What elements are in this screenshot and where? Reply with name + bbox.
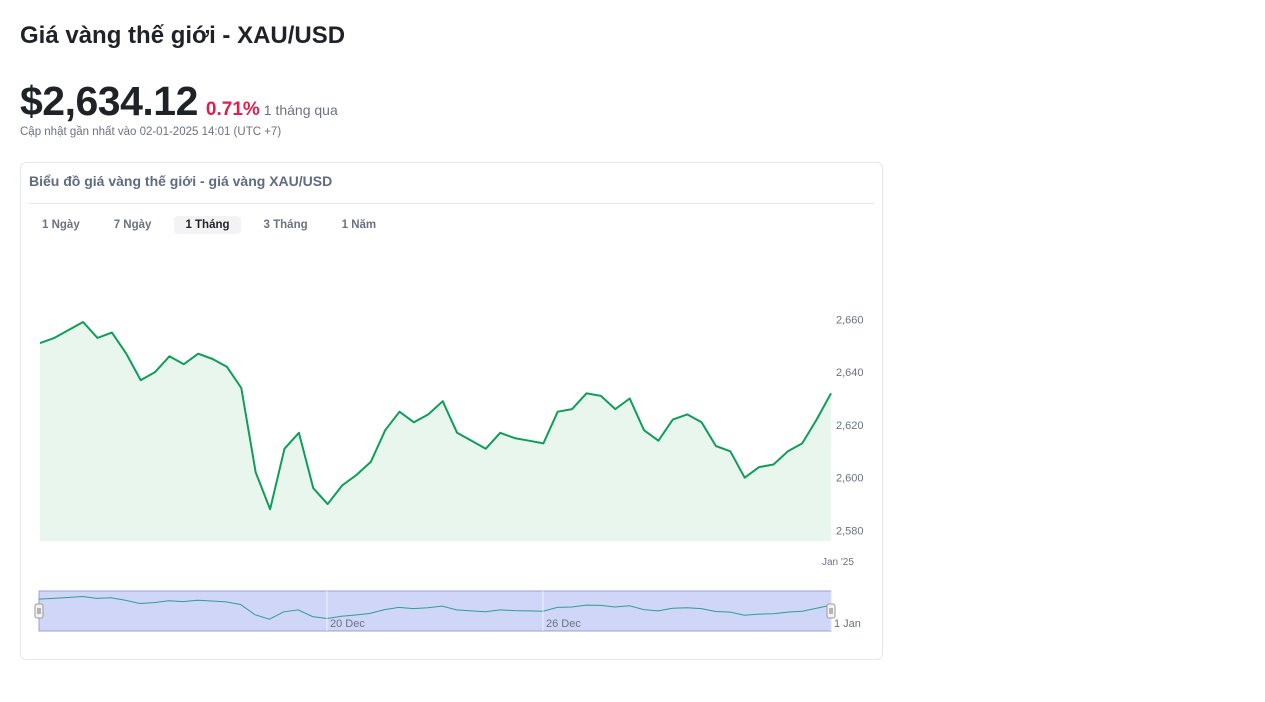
range-tabs: 1 Ngày 7 Ngày 1 Tháng 3 Tháng 1 Năm [31,216,399,234]
tab-3-months[interactable]: 3 Tháng [253,216,319,234]
y-tick-label: 2,600 [836,473,864,485]
navigator-left-handle[interactable] [34,603,44,619]
current-price: $2,634.12 [20,78,198,124]
navigator-right-handle[interactable] [826,603,836,619]
y-tick-label: 2,620 [836,420,864,432]
x-tick-label: Jan '25 [822,557,854,568]
y-tick-label: 2,580 [836,525,864,537]
tab-1-year[interactable]: 1 Năm [331,216,388,234]
series-area [40,322,831,541]
price-summary: $2,634.12 0.71% 1 tháng qua [20,78,338,125]
chart-card-title: Biểu đồ giá vàng thế giới - giá vàng XAU… [29,173,333,189]
navigator-line [38,595,832,620]
tab-7-days[interactable]: 7 Ngày [103,216,163,234]
tab-1-day[interactable]: 1 Ngày [31,216,91,234]
navigator-selection [38,590,832,632]
y-tick-label: 2,660 [836,314,864,326]
y-tick-label: 2,640 [836,367,864,379]
price-chart[interactable]: 2,580 2,600 2,620 2,640 2,660 Jan '25 20 Dec 26… [21,163,882,659]
divider [29,203,874,204]
navigator-label: 20 Dec [330,618,365,630]
tab-1-month[interactable]: 1 Tháng [174,216,241,234]
price-change-percent: 0.71% [205,99,260,120]
navigator-label: 26 Dec [546,618,581,630]
change-period: 1 tháng qua [263,102,338,118]
navigator-label: 1 Jan [834,618,861,630]
chart-card: Biểu đồ giá vàng thế giới - giá vàng XAU… [20,162,883,660]
series-line [39,321,832,511]
page-title: Giá vàng thế giới - XAU/USD [20,22,346,49]
last-updated: Cập nhật gần nhất vào 02-01-2025 14:01 (… [20,126,282,138]
